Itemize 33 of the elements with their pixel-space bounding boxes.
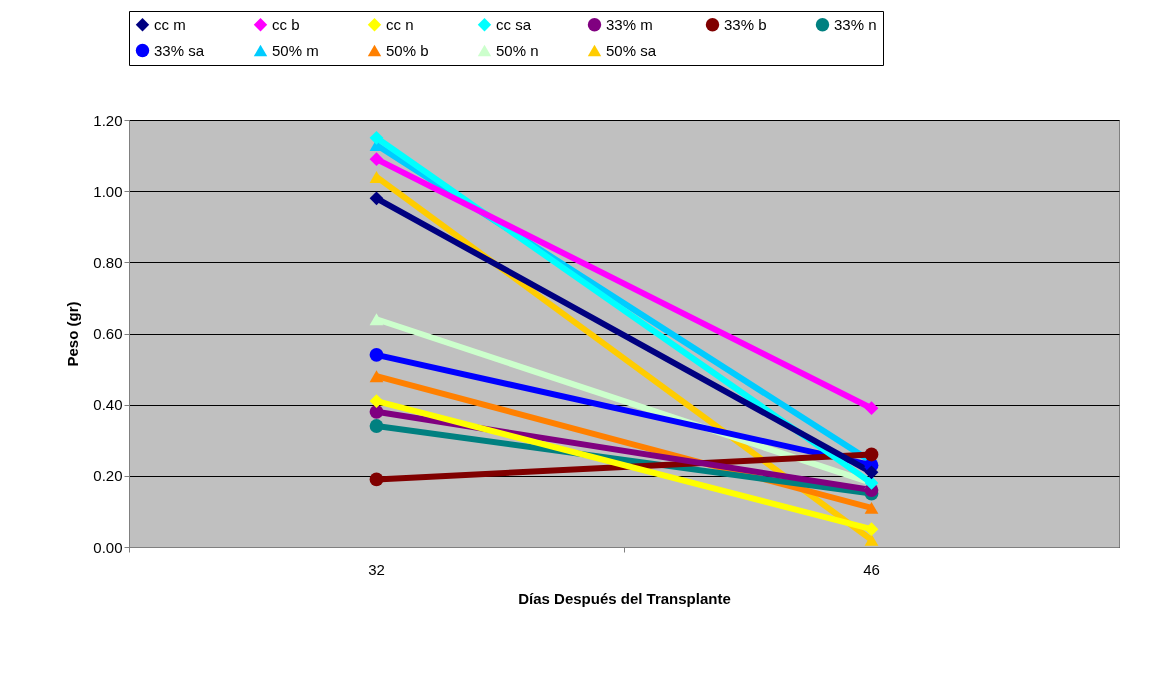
legend-label: cc m	[154, 15, 186, 33]
y-tick-label: 0.00	[93, 538, 123, 556]
point	[369, 152, 384, 167]
point	[864, 465, 879, 480]
point	[369, 472, 384, 487]
legend-label: cc n	[386, 15, 414, 33]
point	[864, 522, 879, 537]
legend-label: cc b	[272, 15, 300, 33]
point	[369, 191, 384, 206]
legend-label: 50% b	[386, 41, 429, 59]
legend-label: 50% m	[272, 41, 319, 59]
point	[369, 347, 384, 362]
y-tick-label: 1.20	[93, 111, 123, 129]
x-tick-label: 46	[863, 560, 880, 578]
point	[369, 419, 384, 433]
y-tick-label: 1.00	[93, 182, 123, 200]
legend-label: 33% sa	[154, 41, 205, 59]
legend-label: 33% b	[724, 15, 767, 33]
point	[864, 447, 879, 462]
x-axis-title: Días Después del Transplante	[518, 589, 731, 607]
legend-label: 50% sa	[606, 41, 657, 59]
y-tick-label: 0.20	[93, 467, 123, 485]
point	[369, 394, 384, 408]
legend-label: 33% m	[606, 15, 653, 33]
y-tick-label: 0.80	[93, 253, 123, 271]
legend-label: 33% n	[834, 15, 877, 33]
y-tick-label: 0.60	[93, 325, 123, 342]
x-tick-label: 32	[368, 560, 385, 578]
y-tick-label: 0.40	[93, 396, 123, 414]
y-axis-title: Peso (gr)	[64, 301, 82, 367]
point	[864, 401, 879, 416]
legend-label: 50% n	[496, 41, 539, 59]
legend-label: cc sa	[496, 15, 532, 33]
